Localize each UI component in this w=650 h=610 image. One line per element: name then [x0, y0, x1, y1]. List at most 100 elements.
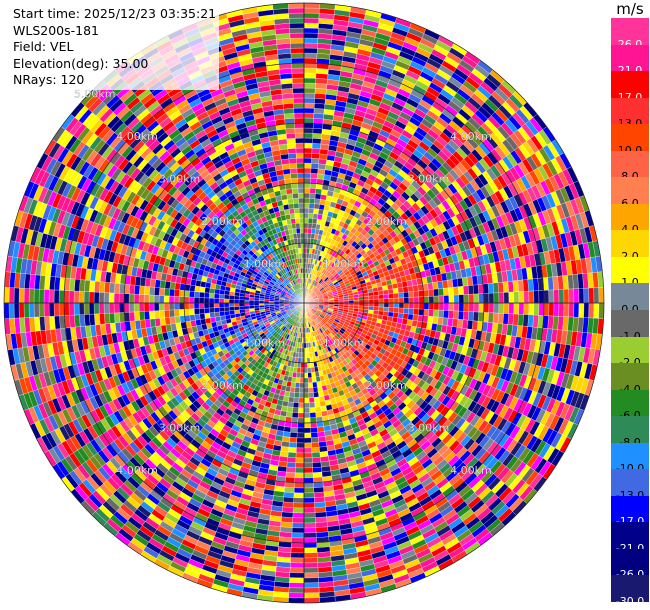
ppi-gate	[463, 294, 470, 304]
ppi-gate	[294, 477, 305, 484]
ppi-gate	[214, 311, 221, 318]
ppi-gate	[303, 502, 315, 509]
ppi-gate	[412, 284, 419, 292]
ppi-gate	[303, 192, 310, 199]
ppi-gate	[214, 316, 222, 322]
ppi-gate	[418, 302, 425, 310]
ppi-gate	[293, 502, 305, 509]
ppi-gate	[198, 297, 205, 304]
ppi-gate	[234, 309, 240, 315]
ppi-gate	[403, 308, 409, 315]
ppi-gate	[393, 307, 400, 314]
ppi-gate	[299, 212, 305, 219]
ppi-gate	[492, 282, 499, 294]
ppi-gate	[353, 302, 360, 307]
ppi-gate	[317, 168, 326, 175]
ppi-gate	[307, 232, 312, 239]
ppi-gate	[463, 302, 470, 312]
ppi-gate	[189, 284, 196, 292]
ppi-gate	[294, 387, 300, 394]
ppi-gate	[453, 286, 459, 296]
ppi-gate	[128, 302, 135, 313]
ppi-gate	[303, 462, 313, 469]
ppi-gate	[299, 222, 305, 229]
ppi-gate	[297, 242, 302, 249]
ppi-gate	[368, 302, 375, 307]
ppi-gate	[293, 97, 305, 104]
ppi-gate	[129, 311, 136, 322]
ppi-gate	[502, 313, 509, 325]
ppi-gate	[310, 432, 319, 438]
ppi-gate	[453, 294, 460, 304]
ppi-gate	[303, 382, 309, 389]
ppi-gate	[315, 188, 323, 195]
ppi-gate	[373, 306, 380, 311]
ppi-gate	[493, 302, 500, 314]
ppi-gate	[312, 128, 323, 135]
ppi-gate	[134, 311, 141, 321]
ppi-gate	[303, 452, 313, 459]
ppi-gate	[303, 222, 309, 229]
ppi-gate	[282, 431, 291, 438]
ppi-gate	[448, 295, 455, 304]
ppi-gate	[462, 311, 469, 321]
ppi-gate	[290, 173, 298, 179]
ppi-gate	[408, 291, 414, 298]
ppi-gate	[492, 312, 499, 324]
ppi-gate	[289, 163, 298, 169]
ppi-gate	[303, 92, 316, 99]
ppi-gate	[353, 297, 360, 301]
ppi-gate	[303, 237, 308, 244]
ppi-gate	[296, 367, 301, 374]
ppi-gate	[295, 457, 305, 464]
ppi-gate	[193, 297, 200, 304]
ppi-gate	[286, 406, 294, 413]
ppi-gate	[296, 167, 305, 174]
ppi-gate	[507, 280, 514, 293]
ppi-gate	[311, 442, 320, 448]
ppi-gate	[204, 312, 211, 319]
ppi-gate	[313, 208, 320, 215]
ppi-gate	[293, 487, 305, 494]
ppi-gate	[427, 282, 434, 291]
ppi-gate	[373, 295, 380, 300]
ppi-gate	[303, 412, 311, 419]
ppi-gate	[169, 288, 175, 297]
ppi-gate	[428, 289, 434, 297]
ppi-gate	[178, 302, 185, 310]
ppi-gate	[303, 202, 310, 209]
ppi-gate	[308, 387, 314, 394]
ppi-gate	[317, 390, 324, 397]
ppi-gate	[193, 302, 200, 309]
ppi-gate	[297, 187, 305, 194]
ppi-gate	[311, 452, 321, 458]
ppi-gate	[312, 133, 322, 140]
ppi-gate	[178, 296, 185, 304]
ppi-gate	[314, 93, 327, 100]
ppi-gate	[462, 285, 469, 295]
ppi-gate	[311, 143, 321, 149]
ppi-gate	[291, 412, 299, 418]
field-text: Field: VEL	[13, 39, 74, 54]
ppi-gate	[478, 302, 485, 313]
ppi-gate	[297, 422, 305, 429]
ppi-gate	[286, 461, 296, 468]
ppi-gate	[303, 447, 312, 454]
ppi-gate	[108, 302, 115, 314]
ppi-gate	[378, 294, 385, 300]
ppi-gate	[303, 132, 314, 139]
ppi-gate	[438, 288, 444, 297]
ppi-gate	[287, 198, 294, 205]
ppi-gate	[128, 293, 135, 304]
ppi-gate	[358, 302, 365, 307]
ppi-gate	[448, 302, 455, 311]
ppi-gate	[467, 311, 474, 321]
ppi-gate	[233, 306, 240, 311]
ppi-gate	[488, 292, 495, 304]
ppi-gate	[296, 442, 305, 449]
ppi-gate	[174, 315, 181, 324]
ppi-gate	[303, 372, 309, 379]
ppi-gate	[503, 302, 510, 314]
ppi-gate	[358, 296, 365, 301]
